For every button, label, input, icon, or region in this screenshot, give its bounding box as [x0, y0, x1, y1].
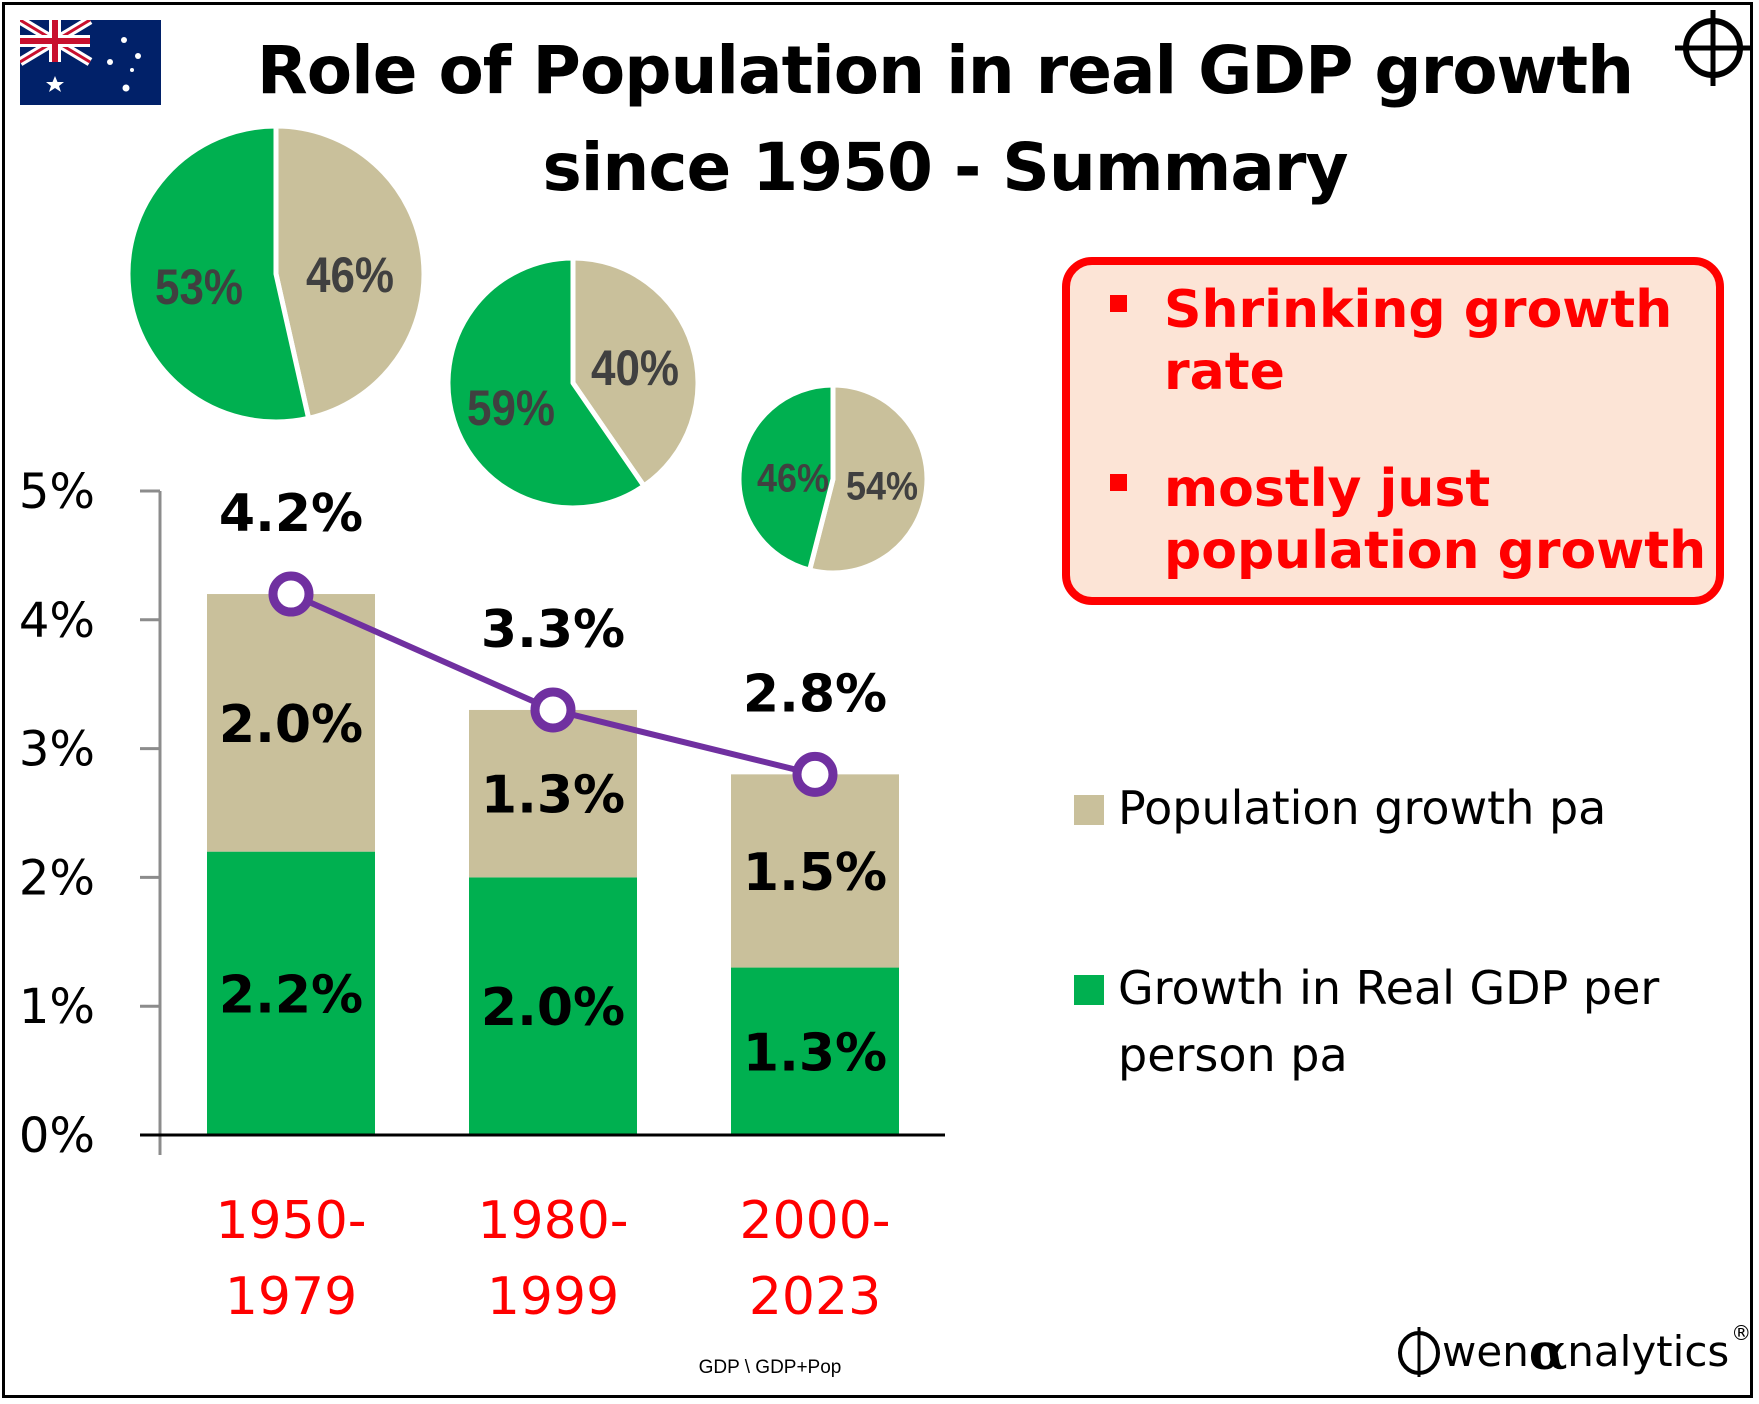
pie-label-gdp-per-person: 53% — [155, 259, 243, 315]
pie-label-gdp-per-person: 59% — [467, 380, 555, 436]
pie-label-population: 54% — [846, 464, 918, 508]
data-label-gdp-per-person: 1.3% — [743, 1023, 887, 1083]
bullet-icon — [1110, 474, 1127, 491]
x-tick-label: 1950- — [215, 1191, 366, 1251]
australia-flag-icon — [20, 20, 161, 105]
crosshair-icon — [1675, 10, 1751, 86]
y-tick-label: 3% — [19, 722, 95, 778]
legend-swatch-population — [1074, 795, 1104, 825]
pie-label-population: 46% — [306, 247, 394, 303]
total-growth-marker — [268, 571, 314, 617]
callout-item-text: mostly just population growth — [1164, 459, 1707, 581]
bar-segment-population — [207, 594, 375, 852]
x-tick-label: 2000- — [739, 1191, 890, 1251]
logo-crosshair-icon — [1398, 1327, 1440, 1377]
logo-text-nalytics: nalytics — [1567, 1326, 1730, 1376]
pie-slice-gdp-per-person — [736, 382, 836, 573]
data-label-population: 2.0% — [219, 695, 363, 755]
bar-segment-population — [469, 709, 637, 878]
chart-title: Role of Population in real GDP growth si… — [256, 32, 1634, 206]
legend-label-population: Population growth pa — [1118, 781, 1607, 835]
logo-text-alpha: α — [1528, 1321, 1568, 1381]
bullet-icon — [1110, 295, 1127, 312]
y-tick-label: 2% — [19, 850, 95, 906]
pie-slice-gdp-per-person — [125, 123, 312, 425]
bar-segment-population — [731, 774, 899, 968]
pie-slice-population — [807, 382, 930, 576]
pie-label-gdp-per-person: 46% — [757, 456, 829, 500]
x-tick-label: 1979 — [225, 1267, 357, 1327]
data-label-gdp-per-person: 2.0% — [481, 978, 625, 1038]
y-tick-label: 1% — [19, 979, 95, 1035]
total-growth-label: 3.3% — [481, 600, 625, 660]
legend-item-population: Population growth pa — [1074, 775, 1688, 842]
bar-segment-gdp-per-person — [207, 851, 375, 1135]
x-tick-label: 1999 — [487, 1267, 619, 1327]
logo-text-wen: wen — [1442, 1326, 1529, 1376]
legend-label-gdp-per-person: Growth in Real GDP per person pa — [1118, 961, 1660, 1082]
y-tick-label: 4% — [19, 593, 95, 649]
data-label-population: 1.5% — [743, 843, 887, 903]
x-tick-label: 1980- — [477, 1191, 628, 1251]
data-label-population: 1.3% — [481, 766, 625, 826]
source-note: GDP \ GDP+Pop — [698, 1357, 842, 1378]
pie-slice-population — [570, 255, 701, 489]
legend-swatch-gdp-per-person — [1074, 975, 1104, 1005]
callout-item: mostly just population growth — [1070, 458, 1716, 582]
total-growth-marker — [530, 687, 576, 733]
total-growth-marker — [792, 751, 838, 797]
callout-item-text: Shrinking growth rate — [1164, 280, 1673, 402]
callout-item: Shrinking growth rate — [1070, 279, 1716, 403]
data-label-gdp-per-person: 2.2% — [219, 965, 363, 1025]
bar-segment-gdp-per-person — [731, 967, 899, 1135]
y-tick-label: 5% — [19, 464, 95, 520]
pie-slice-population — [273, 123, 427, 421]
brand-logo: wen α nalytics ® — [1396, 1318, 1751, 1384]
pie-slice-gdp-per-person — [445, 255, 647, 511]
pie-label-population: 40% — [591, 340, 679, 396]
logo-registered-mark: ® — [1731, 1321, 1752, 1345]
legend-item-gdp-per-person: Growth in Real GDP per person pa — [1074, 955, 1688, 1089]
total-growth-label: 4.2% — [219, 484, 363, 544]
y-tick-label: 0% — [19, 1108, 95, 1164]
callout-box: Shrinking growth rate mostly just popula… — [1062, 257, 1724, 605]
x-tick-label: 2023 — [749, 1267, 881, 1327]
total-growth-label: 2.8% — [743, 664, 887, 724]
bar-segment-gdp-per-person — [469, 877, 637, 1135]
